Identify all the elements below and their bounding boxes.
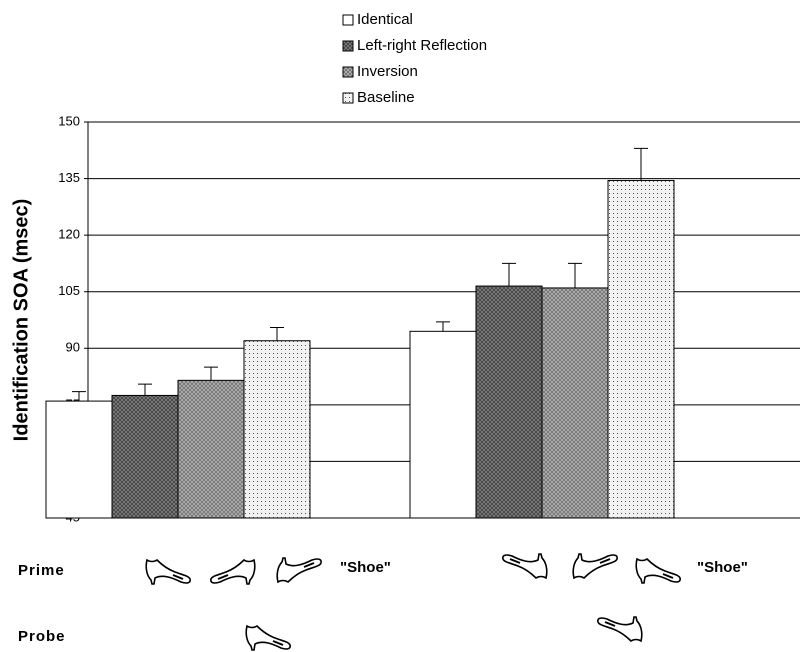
bar bbox=[46, 401, 112, 518]
row-label: Prime bbox=[18, 562, 65, 579]
bar bbox=[542, 288, 608, 518]
y-tick-label: 135 bbox=[58, 170, 80, 185]
row-label: Probe bbox=[18, 628, 66, 645]
error-bar bbox=[634, 148, 648, 180]
shoe-icons bbox=[146, 554, 680, 650]
bar bbox=[244, 341, 310, 518]
legend-swatch bbox=[343, 15, 353, 25]
y-tick-label: 120 bbox=[58, 227, 80, 242]
bar bbox=[178, 380, 244, 518]
legend-label: Inversion bbox=[357, 63, 418, 80]
y-tick-label: 150 bbox=[58, 113, 80, 128]
legend-swatch bbox=[343, 93, 353, 103]
bar bbox=[112, 395, 178, 518]
legend-swatch bbox=[343, 41, 353, 51]
annotation: "Shoe" bbox=[340, 559, 391, 576]
error-bar bbox=[568, 263, 582, 288]
legend-swatch bbox=[343, 67, 353, 77]
error-bar bbox=[138, 384, 152, 395]
y-axis-label: Identification SOA (msec) bbox=[10, 199, 32, 442]
bar bbox=[608, 180, 674, 518]
bar bbox=[476, 286, 542, 518]
legend-label: Baseline bbox=[357, 89, 415, 106]
annotation: "Shoe" bbox=[697, 559, 748, 576]
error-bar bbox=[270, 328, 284, 341]
legend-label: Identical bbox=[357, 11, 413, 28]
y-tick-label: 105 bbox=[58, 283, 80, 298]
chart: Identification SOA (msec) Prime Probe "S… bbox=[0, 0, 800, 652]
y-tick-label: 90 bbox=[66, 340, 80, 355]
bar bbox=[410, 331, 476, 518]
error-bar bbox=[436, 322, 450, 331]
legend-label: Left-right Reflection bbox=[357, 37, 487, 54]
error-bar bbox=[204, 367, 218, 380]
error-bar bbox=[502, 263, 516, 286]
